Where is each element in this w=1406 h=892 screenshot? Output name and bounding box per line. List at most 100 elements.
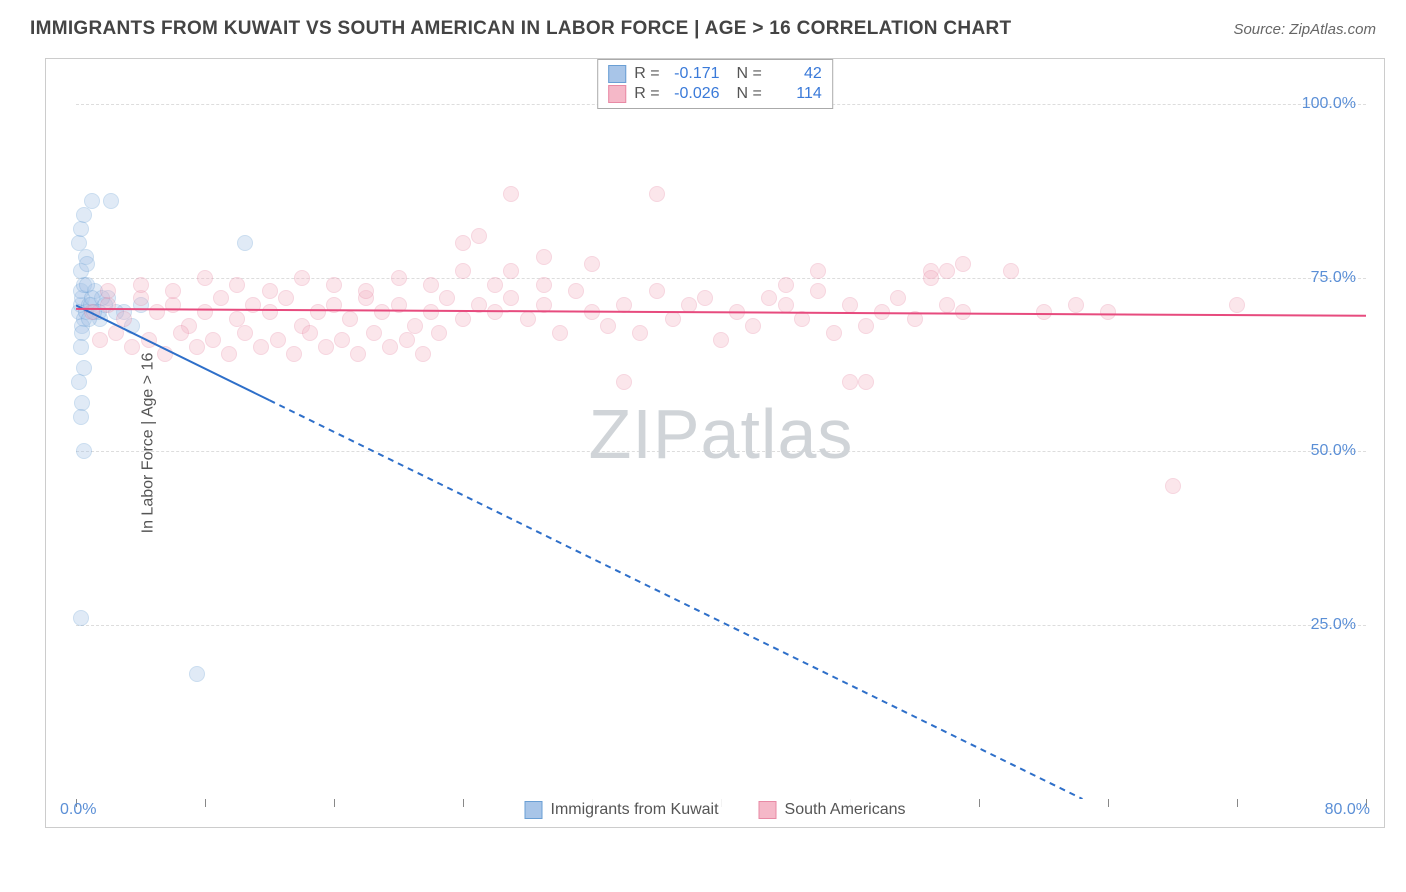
data-point	[189, 666, 205, 682]
data-point	[761, 290, 777, 306]
x-end-label: 80.0%	[1325, 801, 1370, 819]
data-point	[729, 304, 745, 320]
data-point	[71, 235, 87, 251]
gridline-h	[76, 451, 1366, 452]
y-tick-label: 75.0%	[1311, 269, 1356, 287]
r-value-kuwait: -0.171	[668, 65, 720, 83]
data-point	[423, 304, 439, 320]
data-point	[745, 318, 761, 334]
data-point	[262, 283, 278, 299]
y-tick-label: 25.0%	[1311, 616, 1356, 634]
data-point	[842, 374, 858, 390]
data-point	[79, 277, 95, 293]
data-point	[939, 263, 955, 279]
legend-row-kuwait: R = -0.171 N = 42	[608, 64, 822, 84]
data-point	[286, 346, 302, 362]
legend-item-kuwait: Immigrants from Kuwait	[525, 801, 719, 819]
data-point	[778, 297, 794, 313]
data-point	[665, 311, 681, 327]
data-point	[149, 304, 165, 320]
data-point	[520, 311, 536, 327]
data-point	[374, 304, 390, 320]
data-point	[141, 332, 157, 348]
series-legend: Immigrants from Kuwait South Americans	[515, 799, 916, 821]
data-point	[76, 443, 92, 459]
data-point	[76, 207, 92, 223]
data-point	[810, 283, 826, 299]
data-point	[600, 318, 616, 334]
data-point	[552, 325, 568, 341]
data-point	[632, 325, 648, 341]
plot-area: ZIPatlas 25.0%50.0%75.0%100.0%	[76, 69, 1366, 799]
data-point	[294, 270, 310, 286]
data-point	[262, 304, 278, 320]
data-point	[197, 304, 213, 320]
data-point	[213, 290, 229, 306]
x-origin-label: 0.0%	[60, 801, 96, 819]
data-point	[79, 256, 95, 272]
data-point	[955, 304, 971, 320]
data-point	[133, 277, 149, 293]
legend-label-kuwait: Immigrants from Kuwait	[551, 801, 719, 819]
data-point	[302, 325, 318, 341]
data-point	[326, 277, 342, 293]
data-point	[350, 346, 366, 362]
r-label: R =	[634, 85, 659, 103]
data-point	[536, 277, 552, 293]
data-point	[84, 193, 100, 209]
data-point	[108, 325, 124, 341]
data-point	[431, 325, 447, 341]
data-point	[391, 270, 407, 286]
swatch-kuwait-icon	[525, 801, 543, 819]
data-point	[253, 339, 269, 355]
data-point	[939, 297, 955, 313]
data-point	[568, 283, 584, 299]
data-point	[237, 325, 253, 341]
data-point	[616, 297, 632, 313]
data-point	[73, 610, 89, 626]
data-point	[503, 186, 519, 202]
data-point	[415, 346, 431, 362]
y-tick-label: 100.0%	[1302, 95, 1356, 113]
data-point	[382, 339, 398, 355]
data-point	[778, 277, 794, 293]
data-point	[73, 409, 89, 425]
data-point	[503, 290, 519, 306]
chart-container: In Labor Force | Age > 16 R = -0.171 N =…	[45, 58, 1385, 828]
data-point	[536, 297, 552, 313]
n-value-kuwait: 42	[770, 65, 822, 83]
page-title: IMMIGRANTS FROM KUWAIT VS SOUTH AMERICAN…	[30, 18, 1011, 40]
legend-label-south-american: South Americans	[785, 801, 906, 819]
data-point	[229, 277, 245, 293]
legend-item-south-american: South Americans	[759, 801, 906, 819]
data-point	[366, 325, 382, 341]
data-point	[842, 297, 858, 313]
data-point	[907, 311, 923, 327]
watermark: ZIPatlas	[589, 394, 854, 474]
data-point	[584, 256, 600, 272]
x-tick	[1237, 799, 1238, 807]
data-point	[334, 332, 350, 348]
data-point	[713, 332, 729, 348]
data-point	[100, 283, 116, 299]
data-point	[278, 290, 294, 306]
gridline-h	[76, 278, 1366, 279]
swatch-south-american	[608, 85, 626, 103]
data-point	[1068, 297, 1084, 313]
data-point	[92, 332, 108, 348]
data-point	[455, 311, 471, 327]
data-point	[858, 318, 874, 334]
data-point	[399, 332, 415, 348]
trend-lines	[76, 69, 1366, 799]
data-point	[487, 304, 503, 320]
data-point	[270, 332, 286, 348]
swatch-kuwait	[608, 65, 626, 83]
data-point	[955, 256, 971, 272]
data-point	[205, 332, 221, 348]
data-point	[342, 311, 358, 327]
x-tick	[463, 799, 464, 807]
data-point	[423, 277, 439, 293]
header: IMMIGRANTS FROM KUWAIT VS SOUTH AMERICAN…	[0, 0, 1406, 50]
data-point	[681, 297, 697, 313]
data-point	[391, 297, 407, 313]
